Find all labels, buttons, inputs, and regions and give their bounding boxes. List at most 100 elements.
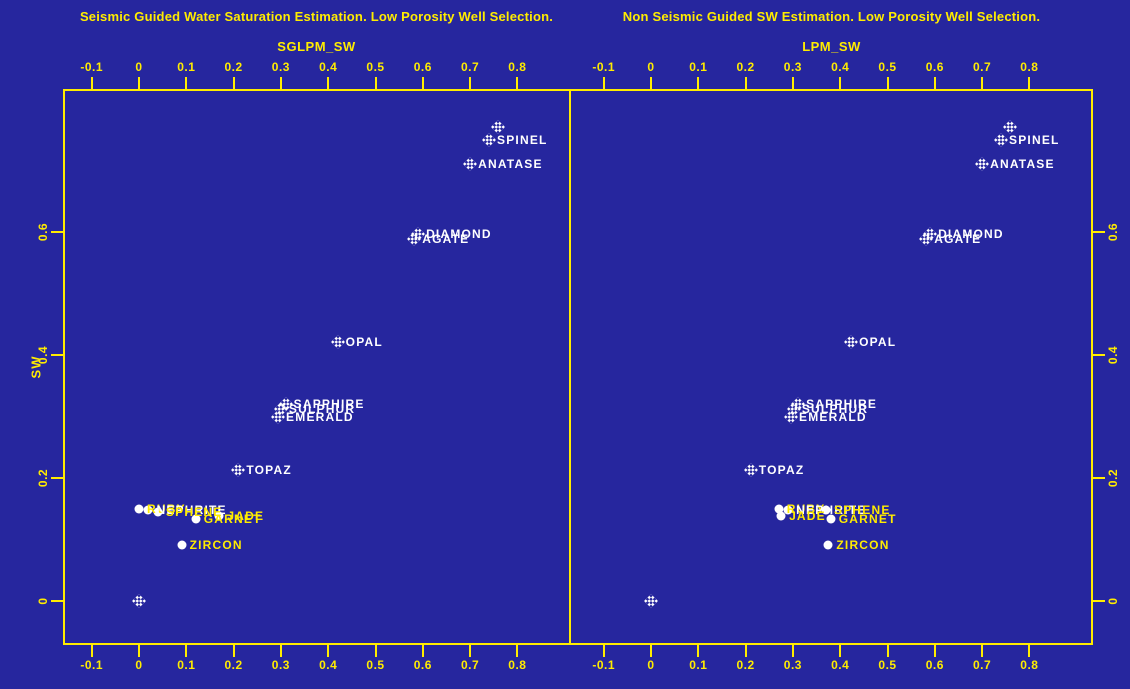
x-tick-top [744, 77, 747, 89]
x-tick-label-bottom: -0.1 [592, 658, 616, 672]
x-tick-label-top: 0.6 [413, 60, 432, 74]
x-tick-label-bottom: 0.6 [413, 658, 432, 672]
x-tick-top [1028, 77, 1031, 89]
x-tick-bottom [374, 645, 377, 657]
point-label: SULPHUR [288, 402, 356, 417]
x-tick-bottom [791, 645, 794, 657]
x-tick-label-bottom: 0.7 [461, 658, 480, 672]
point-marker-dot [826, 514, 836, 524]
point-label: RUBY [786, 501, 826, 516]
x-tick-bottom [138, 645, 140, 657]
x-tick-top [374, 77, 377, 89]
x-tick-label-top: -0.1 [592, 60, 616, 74]
x-tick-bottom [744, 645, 747, 657]
plot-frame [63, 89, 1093, 645]
x-tick-label-top: 0.8 [1020, 60, 1039, 74]
x-tick-label-top: 0.4 [831, 60, 850, 74]
point-label: OPAL [345, 335, 383, 350]
point-label: ZIRCON [189, 538, 243, 553]
x-tick-label-bottom: 0.2 [736, 658, 755, 672]
x-tick-bottom [279, 645, 282, 657]
point-marker-dot [823, 540, 833, 550]
panel-divider [569, 89, 571, 645]
y-tick-right [1093, 354, 1105, 356]
point-label: NEPHRITE [156, 502, 227, 517]
x-tick-label-bottom: 0.8 [508, 658, 527, 672]
y-tick-right [1093, 600, 1105, 602]
y-tick-label-left: 0 [36, 597, 50, 605]
x-tick-label-top: 0.6 [925, 60, 944, 74]
x-tick-top [981, 77, 984, 89]
x-tick-label-top: 0.3 [271, 60, 290, 74]
point-label: JADE [789, 509, 826, 524]
y-tick-label-left: 0.2 [36, 468, 50, 488]
x-tick-label-bottom: -0.1 [80, 658, 104, 672]
x-tick-label-top: 0 [135, 60, 143, 74]
x-tick-bottom [839, 645, 842, 657]
x-tick-bottom [327, 645, 330, 657]
x-tick-label-top: 0.3 [783, 60, 802, 74]
point-marker-dot [134, 504, 144, 514]
y-tick-left [51, 354, 63, 356]
x-tick-label-top: 0.8 [508, 60, 527, 74]
x-tick-label-top: 0.4 [319, 60, 338, 74]
x-tick-label-top: 0.7 [461, 60, 480, 74]
x-tick-label-top: -0.1 [80, 60, 104, 74]
x-tick-top [469, 77, 472, 89]
x-tick-top [138, 77, 140, 89]
x-tick-top [421, 77, 424, 89]
x-tick-label-top: 0.1 [177, 60, 196, 74]
point-label: GARNET [203, 512, 262, 527]
y-tick-right [1093, 477, 1105, 479]
point-label: DIAMOND [938, 226, 1004, 241]
y-tick-label-right: 0.2 [1106, 468, 1120, 488]
x-tick-label-top: 0.5 [366, 60, 385, 74]
point-marker-dot [776, 511, 786, 521]
x-tick-bottom [185, 645, 188, 657]
x-tick-label-top: 0.2 [224, 60, 243, 74]
point-marker-dot [821, 505, 831, 515]
y-tick-left [51, 231, 63, 233]
point-label: GARNET [838, 512, 897, 527]
x-tick-label-top: 0.7 [973, 60, 992, 74]
x-tick-bottom [981, 645, 984, 657]
x-tick-top [90, 77, 93, 89]
x-tick-label-bottom: 0.3 [783, 658, 802, 672]
point-marker-dot [177, 540, 187, 550]
point-marker-dot [774, 504, 784, 514]
x-tick-top [650, 77, 652, 89]
point-label: TOPAZ [758, 463, 805, 477]
y-tick-label-left: 0.4 [36, 345, 50, 365]
x-tick-top [327, 77, 330, 89]
x-tick-bottom [469, 645, 472, 657]
x-tick-bottom [90, 645, 93, 657]
left-x-axis-title: SGLPM_SW [277, 39, 356, 54]
y-tick-left [51, 600, 63, 602]
point-label: AGATE [422, 231, 470, 246]
y-tick-left [51, 477, 63, 479]
x-tick-bottom [421, 645, 424, 657]
right-plot-area[interactable] [571, 91, 1091, 643]
x-tick-label-top: 0.1 [689, 60, 708, 74]
point-marker-dot [143, 505, 153, 515]
x-tick-top [279, 77, 282, 89]
point-label: ANATASE [478, 157, 543, 172]
point-label: NEPHRITE [796, 502, 867, 517]
x-tick-label-top: 0.2 [736, 60, 755, 74]
x-tick-bottom [516, 645, 519, 657]
x-tick-top [516, 77, 519, 89]
x-tick-bottom [602, 645, 605, 657]
x-tick-label-bottom: 0.4 [319, 658, 338, 672]
x-tick-top [839, 77, 842, 89]
left-plot-area[interactable] [65, 91, 569, 643]
point-label: DIAMOND [426, 226, 492, 241]
point-label: ZIRCON [836, 538, 890, 553]
point-label: ANATASE [990, 157, 1055, 172]
point-label: JADE [227, 508, 265, 523]
x-tick-label-top: 0 [647, 60, 655, 74]
x-tick-top [791, 77, 794, 89]
x-tick-top [886, 77, 889, 89]
x-tick-label-bottom: 0.6 [925, 658, 944, 672]
point-label: TOPAZ [246, 463, 292, 477]
point-marker-dot [783, 505, 793, 515]
